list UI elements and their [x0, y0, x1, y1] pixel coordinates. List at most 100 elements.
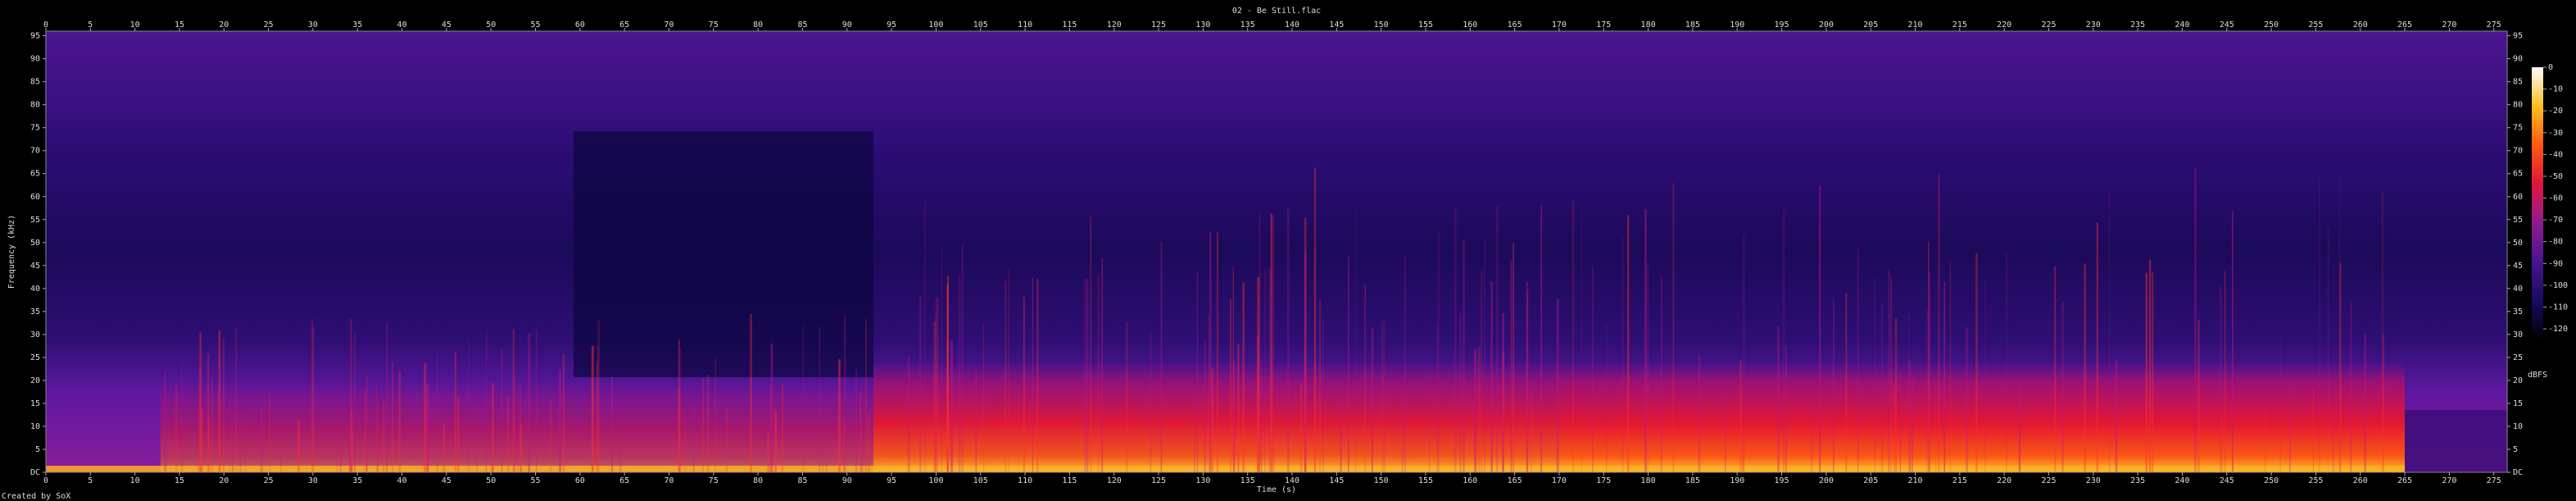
- x-tick-label: 255: [2308, 20, 2323, 30]
- streak: [1477, 346, 1481, 472]
- streak: [1556, 298, 1559, 472]
- streak: [2288, 387, 2291, 472]
- streak: [1581, 208, 1582, 473]
- x-tick-label: 275: [2487, 20, 2501, 30]
- x-tick-label: 225: [2041, 20, 2056, 30]
- streak: [377, 401, 379, 472]
- streak: [175, 382, 178, 472]
- streak: [365, 375, 368, 472]
- streak: [2096, 222, 2098, 472]
- streak: [1260, 359, 1263, 472]
- streak: [1908, 360, 1912, 472]
- streak: [1233, 361, 1236, 472]
- streak: [958, 275, 961, 472]
- x-tick-label: 60: [575, 20, 585, 30]
- streak: [244, 389, 246, 472]
- streak: [707, 374, 709, 472]
- streak: [1474, 349, 1477, 472]
- streak: [802, 325, 804, 472]
- streak: [2197, 319, 2200, 472]
- colorbar-tick-label: -80: [2548, 238, 2563, 247]
- streak: [1725, 392, 1726, 472]
- y-tick-label: 95: [2513, 32, 2523, 41]
- streak: [1698, 353, 1701, 472]
- streak: [936, 297, 939, 472]
- streak: [375, 384, 378, 472]
- streak: [982, 323, 985, 472]
- streak: [596, 362, 597, 472]
- streak: [1268, 267, 1271, 472]
- streak: [1496, 206, 1499, 473]
- streak: [1463, 240, 1465, 472]
- x-tick-label: 160: [1463, 20, 1477, 30]
- x-tick-label: 20: [219, 476, 229, 485]
- streak: [1785, 345, 1787, 472]
- x-tick-label: 85: [797, 476, 807, 485]
- x-tick-label: 50: [486, 476, 496, 485]
- streak: [201, 408, 203, 472]
- streak: [2224, 270, 2226, 472]
- streak: [351, 410, 353, 472]
- x-tick-label: 175: [1596, 20, 1611, 30]
- streak: [1857, 248, 1859, 472]
- x-tick-label: 110: [1018, 20, 1032, 30]
- y-tick-label: 60: [2513, 193, 2523, 202]
- streak: [693, 403, 695, 472]
- streak: [211, 377, 213, 472]
- streak: [1739, 359, 1742, 472]
- streak: [1481, 271, 1482, 472]
- x-tick-label: 240: [2175, 476, 2189, 485]
- streak: [767, 432, 769, 472]
- y-tick-label: 25: [2513, 353, 2523, 362]
- streak: [1621, 237, 1624, 472]
- x-tick-label: 100: [928, 20, 943, 30]
- streak: [2232, 211, 2234, 472]
- streak: [1605, 325, 1608, 472]
- streak: [517, 380, 519, 472]
- x-tick-label: 20: [219, 20, 229, 30]
- colorbar-tick-label: -10: [2548, 85, 2563, 94]
- streak: [678, 348, 682, 472]
- streak: [1217, 231, 1218, 472]
- streak: [164, 371, 166, 472]
- x-tick-label: 195: [1775, 20, 1789, 30]
- x-tick-label: 55: [531, 476, 541, 485]
- x-tick-label: 180: [1641, 20, 1656, 30]
- streak: [1907, 313, 1910, 472]
- streak: [1404, 256, 1406, 472]
- streak: [229, 401, 231, 472]
- x-tick-label: 95: [887, 20, 896, 30]
- credit: Created by SoX: [2, 492, 70, 501]
- streak: [1571, 201, 1575, 472]
- streak: [934, 298, 936, 472]
- streak: [1304, 251, 1307, 472]
- x-tick-label: 220: [1997, 476, 2011, 485]
- x-tick-label: 115: [1062, 20, 1077, 30]
- x-tick-label: 265: [2397, 20, 2412, 30]
- streak: [726, 408, 728, 472]
- streak: [512, 329, 515, 472]
- x-tick-label: 70: [664, 476, 673, 485]
- x-tick-label: 155: [1418, 20, 1433, 30]
- streak: [392, 362, 393, 472]
- streak: [456, 396, 460, 472]
- streak: [1644, 209, 1647, 472]
- y-tick-label: 90: [2513, 55, 2523, 64]
- y-tick-label: 80: [2513, 101, 2523, 110]
- x-tick-label: 135: [1240, 476, 1255, 485]
- streak: [2338, 172, 2340, 472]
- y-tick-label: 20: [30, 376, 40, 385]
- x-tick-label: 200: [1819, 20, 1834, 30]
- streak: [1627, 215, 1630, 472]
- streak: [1304, 347, 1306, 472]
- colorbar: [2532, 67, 2543, 342]
- streak: [1150, 331, 1152, 472]
- streak: [348, 423, 351, 472]
- colorbar-tick-label: -30: [2548, 129, 2563, 138]
- streak: [842, 420, 846, 472]
- x-tick-label: 255: [2308, 476, 2323, 485]
- y-tick-label: 75: [30, 124, 40, 133]
- streak: [1314, 245, 1316, 472]
- streak: [1660, 275, 1663, 472]
- x-tick-label: 135: [1240, 20, 1255, 30]
